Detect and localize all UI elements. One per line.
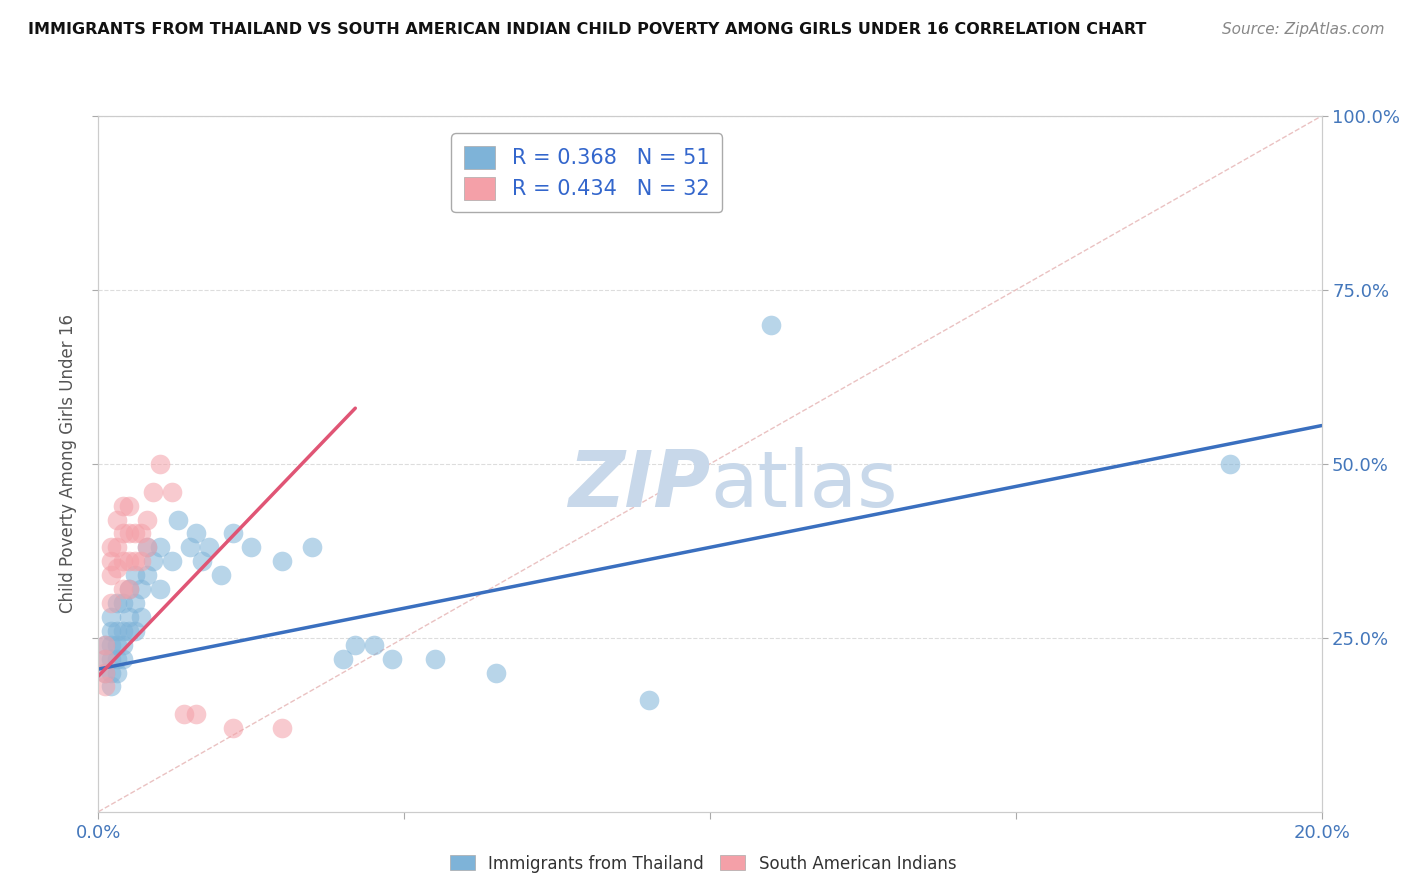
- Point: [485, 665, 508, 680]
- Point: [118, 582, 141, 596]
- Point: [105, 624, 128, 638]
- Point: [118, 499, 141, 513]
- Point: [240, 541, 263, 555]
- Point: [93, 638, 115, 652]
- Point: [111, 582, 134, 596]
- Point: [111, 651, 134, 665]
- Point: [100, 665, 122, 680]
- Point: [167, 512, 190, 526]
- Y-axis label: Child Poverty Among Girls Under 16: Child Poverty Among Girls Under 16: [59, 314, 77, 614]
- Point: [124, 624, 146, 638]
- Point: [105, 651, 128, 665]
- Point: [105, 512, 128, 526]
- Point: [173, 707, 195, 722]
- Point: [637, 693, 661, 707]
- Point: [344, 638, 367, 652]
- Point: [93, 651, 115, 665]
- Point: [191, 554, 214, 568]
- Point: [423, 651, 446, 665]
- Point: [270, 721, 292, 735]
- Point: [136, 541, 159, 555]
- Point: [124, 596, 146, 610]
- Point: [105, 541, 128, 555]
- Point: [197, 541, 219, 555]
- Point: [209, 568, 232, 582]
- Point: [100, 651, 122, 665]
- Point: [100, 568, 122, 582]
- Point: [363, 638, 385, 652]
- Point: [129, 582, 152, 596]
- Point: [100, 624, 122, 638]
- Point: [124, 554, 146, 568]
- Point: [118, 526, 141, 541]
- Point: [105, 665, 128, 680]
- Point: [759, 318, 782, 332]
- Point: [100, 680, 122, 694]
- Legend: R = 0.368   N = 51, R = 0.434   N = 32: R = 0.368 N = 51, R = 0.434 N = 32: [451, 133, 721, 212]
- Point: [179, 541, 201, 555]
- Text: Source: ZipAtlas.com: Source: ZipAtlas.com: [1222, 22, 1385, 37]
- Point: [160, 484, 183, 499]
- Point: [301, 541, 323, 555]
- Point: [100, 638, 122, 652]
- Point: [105, 638, 128, 652]
- Point: [129, 554, 152, 568]
- Legend: Immigrants from Thailand, South American Indians: Immigrants from Thailand, South American…: [443, 848, 963, 880]
- Point: [124, 526, 146, 541]
- Point: [118, 610, 141, 624]
- Point: [270, 554, 292, 568]
- Point: [136, 568, 159, 582]
- Point: [118, 582, 141, 596]
- Point: [129, 610, 152, 624]
- Point: [118, 554, 141, 568]
- Text: IMMIGRANTS FROM THAILAND VS SOUTH AMERICAN INDIAN CHILD POVERTY AMONG GIRLS UNDE: IMMIGRANTS FROM THAILAND VS SOUTH AMERIC…: [28, 22, 1146, 37]
- Point: [149, 541, 172, 555]
- Point: [222, 526, 245, 541]
- Point: [1219, 457, 1241, 471]
- Point: [93, 638, 115, 652]
- Point: [93, 665, 115, 680]
- Text: atlas: atlas: [710, 447, 897, 523]
- Point: [222, 721, 245, 735]
- Point: [111, 526, 134, 541]
- Text: ZIP: ZIP: [568, 447, 710, 523]
- Point: [105, 561, 128, 575]
- Point: [100, 541, 122, 555]
- Point: [111, 499, 134, 513]
- Point: [186, 526, 208, 541]
- Point: [111, 554, 134, 568]
- Point: [111, 596, 134, 610]
- Point: [149, 457, 172, 471]
- Point: [381, 651, 404, 665]
- Point: [93, 680, 115, 694]
- Point: [124, 568, 146, 582]
- Point: [149, 582, 172, 596]
- Point: [136, 541, 159, 555]
- Point: [118, 624, 141, 638]
- Point: [332, 651, 354, 665]
- Point: [111, 638, 134, 652]
- Point: [100, 596, 122, 610]
- Point: [142, 484, 165, 499]
- Point: [111, 624, 134, 638]
- Point: [100, 610, 122, 624]
- Point: [186, 707, 208, 722]
- Point: [160, 554, 183, 568]
- Point: [105, 596, 128, 610]
- Point: [100, 554, 122, 568]
- Point: [93, 651, 115, 665]
- Point: [93, 665, 115, 680]
- Point: [136, 512, 159, 526]
- Point: [129, 526, 152, 541]
- Point: [142, 554, 165, 568]
